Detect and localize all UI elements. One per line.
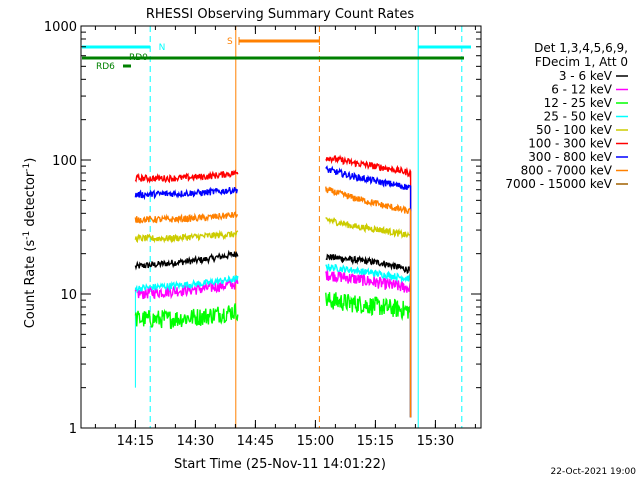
x-tick-label: 15:15 — [357, 434, 394, 449]
series-line — [134, 303, 239, 330]
series-line — [325, 165, 412, 418]
legend-entry-label: 100 - 300 keV — [528, 137, 612, 151]
series-line — [134, 276, 239, 300]
series-line — [325, 186, 412, 418]
legend-entry-label: 25 - 50 keV — [544, 110, 613, 124]
legend-header-line: FDecim 1, Att 0 — [535, 55, 628, 69]
n-marker-label: N — [159, 43, 166, 53]
legend-header-line: Det 1,3,4,5,6,9, — [534, 41, 628, 55]
chart-title: RHESSI Observing Summary Count Rates — [146, 7, 415, 22]
series-line — [325, 154, 412, 418]
footer-date: 22-Oct-2021 19:00 — [551, 467, 637, 477]
y-tick-label: 10 — [60, 288, 77, 303]
series-line — [134, 249, 239, 271]
x-tick-label: 15:00 — [297, 434, 334, 449]
y-label-sup1: -1 — [22, 231, 32, 240]
legend: Det 1,3,4,5,6,9,FDecim 1, Att 03 - 6 keV… — [505, 41, 628, 191]
legend-entry-label: 3 - 6 keV — [559, 69, 613, 83]
series-line — [134, 186, 239, 201]
legend-entry-label: 7000 - 15000 keV — [505, 177, 612, 191]
series-line — [325, 216, 412, 418]
series-line — [325, 263, 412, 418]
y-tick-label: 1000 — [44, 20, 77, 35]
y-axis-label: Count Rate (s-1 detector-1) — [22, 158, 38, 329]
plot-frame — [80, 25, 482, 429]
series-line — [134, 169, 239, 184]
y-label-part-mid: detector — [23, 171, 38, 231]
x-tick-label: 15:30 — [417, 434, 454, 449]
x-tick-label: 14:30 — [177, 434, 214, 449]
svg-text:Count Rate (s-1 detector-1): Count Rate (s-1 detector-1) — [22, 158, 38, 329]
plot-area: N S RD6 RD0 — [82, 26, 471, 428]
x-tick-label: 14:45 — [237, 434, 274, 449]
series-line — [134, 210, 238, 224]
y-tick-label: 1 — [69, 422, 77, 437]
series-line — [134, 274, 239, 294]
series-line — [325, 292, 412, 418]
legend-entry-label: 12 - 25 keV — [544, 96, 613, 110]
legend-entry-label: 6 - 12 keV — [551, 83, 613, 97]
legend-entry-label: 300 - 800 keV — [528, 150, 612, 164]
y-label-part-end: ) — [23, 158, 38, 163]
legend-entry-label: 50 - 100 keV — [536, 123, 613, 137]
y-tick-label: 100 — [52, 154, 77, 169]
y-label-sup2: -1 — [22, 163, 32, 172]
axes: 1 10 100 1000 14:15 14:30 14:45 15:00 15:15 15:30 — [44, 20, 482, 449]
legend-entry-label: 800 - 7000 keV — [521, 164, 613, 178]
series-line — [325, 269, 412, 418]
y-label-part-main: Count Rate (s — [23, 240, 38, 329]
s-marker-label: S — [227, 37, 233, 47]
series-line — [134, 229, 239, 244]
x-tick-label: 14:15 — [117, 434, 154, 449]
rd6-label: RD6 — [96, 62, 115, 72]
series-line — [325, 253, 412, 418]
x-axis-label: Start Time (25-Nov-11 14:01:22) — [174, 457, 386, 472]
rd0-label: RD0 — [129, 53, 148, 63]
